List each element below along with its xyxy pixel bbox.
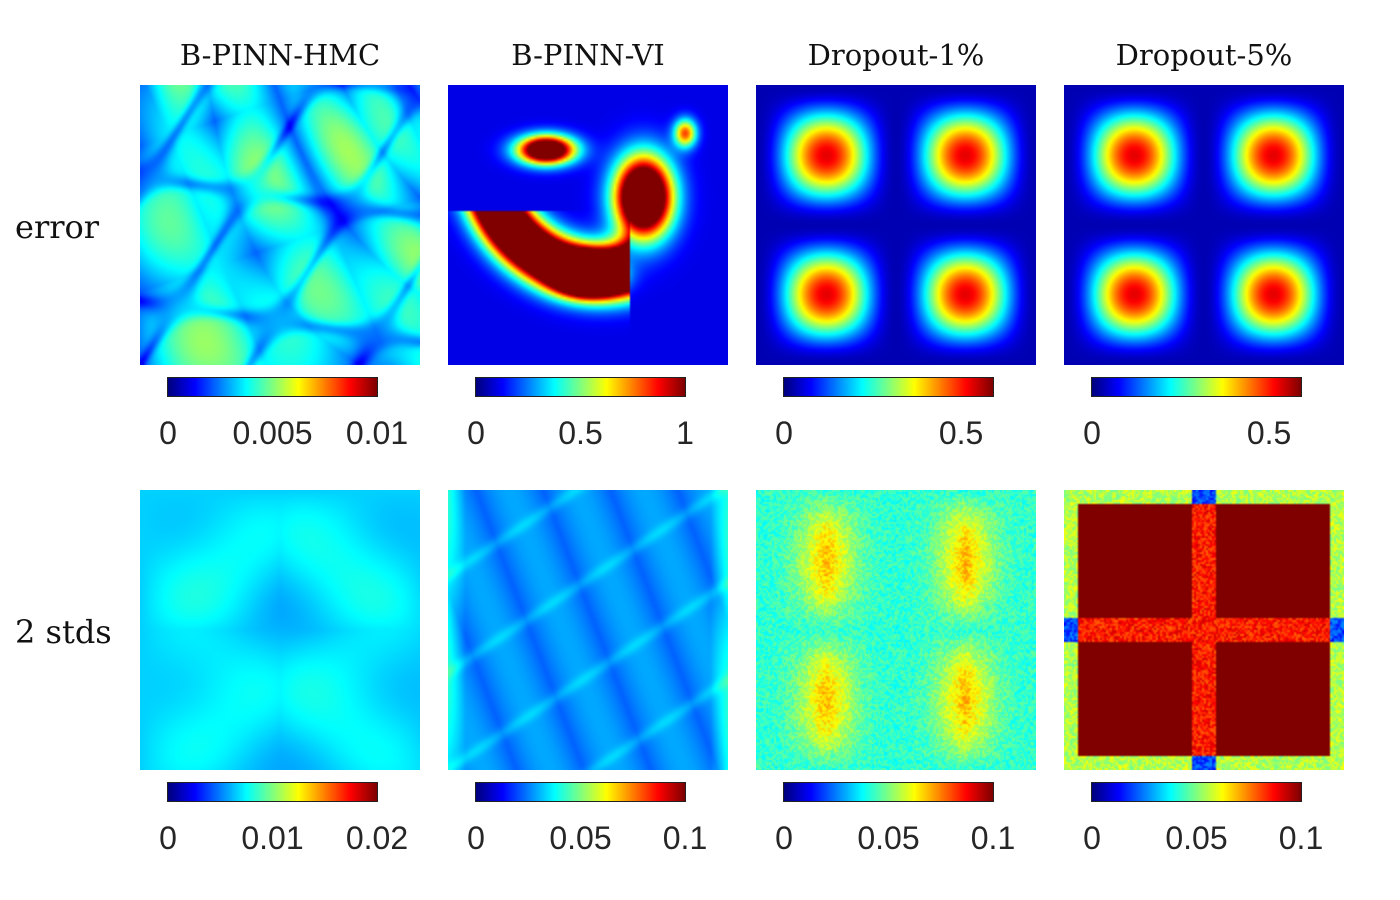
row-label-stds: 2 stds <box>15 613 112 651</box>
heatmap-stds-3 <box>1064 490 1344 770</box>
column-title-vi: B-PINN-VI <box>511 38 665 72</box>
column-title-dropout-1: Dropout-1% <box>807 38 985 72</box>
colorbar-tick-label: 0.05 <box>1165 820 1228 856</box>
colorbar-tick-label: 0 <box>467 415 485 451</box>
colorbar-tick-label: 0.01 <box>241 820 304 856</box>
colorbar-tick-label: 0.05 <box>857 820 920 856</box>
colorbar-tick-label: 0 <box>1083 820 1101 856</box>
colorbar-tick-label: 0.02 <box>345 820 409 856</box>
colorbar-tick-label: 0.05 <box>549 820 612 856</box>
colorbar <box>783 377 994 397</box>
colorbar-tick-label: 0.1 <box>970 820 1016 856</box>
colorbar-tick-label: 0 <box>1083 415 1101 451</box>
colorbar <box>167 377 378 397</box>
colorbar-tick-label: 0.01 <box>345 415 409 451</box>
colorbar-tick-label: 0 <box>159 820 177 856</box>
colorbar <box>783 782 994 802</box>
colorbar-tick-label: 0 <box>159 415 177 451</box>
colorbar <box>1091 377 1302 397</box>
heatmap-error-1 <box>448 85 728 365</box>
colorbar-tick-label: 0 <box>467 820 485 856</box>
colorbar-tick-label: 0.1 <box>1278 820 1324 856</box>
colorbar-tick-label: 0 <box>775 415 793 451</box>
heatmap-stds-0 <box>140 490 420 770</box>
colorbar-tick-label: 0.5 <box>558 415 603 451</box>
colorbar-tick-label: 0.1 <box>662 820 708 856</box>
colorbar-tick-label: 0.005 <box>232 415 313 451</box>
heatmap-error-3 <box>1064 85 1344 365</box>
heatmap-stds-1 <box>448 490 728 770</box>
colorbar <box>1091 782 1302 802</box>
column-title-hmc: B-PINN-HMC <box>179 38 381 72</box>
colorbar <box>475 377 686 397</box>
heatmap-stds-2 <box>756 490 1036 770</box>
colorbar-tick-label: 0.5 <box>938 415 984 451</box>
colorbar <box>167 782 378 802</box>
colorbar-tick-label: 0 <box>775 820 793 856</box>
colorbar <box>475 782 686 802</box>
row-label-error: error <box>15 208 100 246</box>
colorbar-tick-label: 1 <box>676 415 694 451</box>
colorbar-tick-label: 0.5 <box>1246 415 1292 451</box>
heatmap-error-2 <box>756 85 1036 365</box>
heatmap-error-0 <box>140 85 420 365</box>
column-title-dropout-5: Dropout-5% <box>1115 38 1293 72</box>
